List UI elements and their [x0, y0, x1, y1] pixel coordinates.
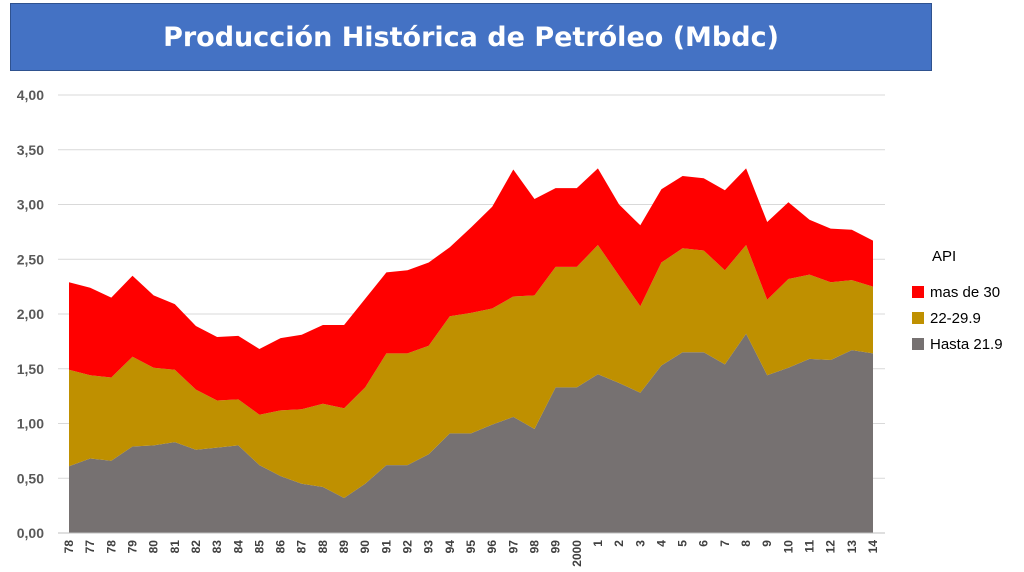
- y-tick-label: 4,00: [17, 87, 44, 103]
- x-tick-label: 99: [549, 540, 563, 554]
- x-tick-label: 12: [824, 540, 838, 554]
- x-tick-label: 4: [654, 540, 668, 547]
- x-tick-label: 80: [147, 540, 161, 554]
- y-tick-label: 2,00: [17, 306, 44, 322]
- legend-swatch: [912, 312, 924, 324]
- legend-swatch: [912, 338, 924, 350]
- x-tick-label: 98: [527, 540, 541, 554]
- x-tick-label: 2000: [570, 540, 584, 567]
- x-tick-label: 79: [125, 540, 139, 554]
- x-tick-label: 97: [506, 540, 520, 554]
- y-axis-ticks: 0,00 0,50 1,00 1,50 2,00 2,50 3,00 3,50 4,00: [17, 87, 44, 541]
- legend-label: mas de 30: [930, 283, 1001, 301]
- x-tick-label: 96: [485, 540, 499, 554]
- x-tick-label: 78: [62, 540, 76, 554]
- x-tick-label: 91: [379, 540, 393, 554]
- legend-label: Hasta 21.9: [930, 335, 1003, 353]
- y-tick-label: 1,50: [17, 361, 44, 377]
- x-tick-label: 85: [252, 540, 266, 554]
- legend: API mas de 30 22-29.9 Hasta 21.9: [912, 248, 1003, 357]
- x-axis-ticks: 78 77 78 79 80 81 82 83 84 85 86 87 88 89 90 91 92 93 94 95…: [62, 540, 880, 567]
- x-tick-label: 10: [781, 540, 795, 554]
- x-tick-label: 84: [231, 540, 245, 554]
- y-tick-label: 1,00: [17, 416, 44, 432]
- legend-title: API: [932, 248, 957, 265]
- y-tick-label: 3,00: [17, 197, 44, 213]
- x-tick-label: 5: [676, 540, 690, 547]
- y-tick-label: 2,50: [17, 251, 44, 267]
- x-tick-label: 78: [104, 540, 118, 554]
- area-series-hasta-21-9: [69, 333, 873, 533]
- y-tick-label: 0,00: [17, 525, 44, 541]
- y-tick-label: 0,50: [17, 470, 44, 486]
- x-tick-label: 94: [443, 540, 457, 554]
- legend-item-22-29-9: 22-29.9: [912, 305, 1003, 331]
- y-tick-label: 3,50: [17, 142, 44, 158]
- x-tick-label: 6: [697, 540, 711, 547]
- x-tick-label: 95: [464, 540, 478, 554]
- x-tick-label: 1: [591, 540, 605, 547]
- legend-label: 22-29.9: [930, 309, 981, 327]
- x-tick-label: 2: [612, 540, 626, 547]
- x-tick-label: 14: [866, 540, 880, 554]
- legend-item-mas-de-30: mas de 30: [912, 279, 1003, 305]
- x-tick-label: 77: [83, 540, 97, 554]
- x-tick-label: 3: [633, 540, 647, 547]
- x-tick-label: 93: [422, 540, 436, 554]
- x-tick-label: 11: [803, 540, 817, 553]
- chart-title: Producción Histórica de Petróleo (Mbdc): [163, 21, 779, 53]
- x-tick-label: 90: [358, 540, 372, 554]
- legend-item-hasta-21-9: Hasta 21.9: [912, 331, 1003, 357]
- x-tick-label: 9: [760, 540, 774, 547]
- chart-title-banner: Producción Histórica de Petróleo (Mbdc): [10, 3, 932, 71]
- area-series-mas-de-30: [69, 168, 873, 415]
- x-tick-label: 81: [168, 540, 182, 554]
- x-tick-label: 8: [739, 540, 753, 547]
- x-tick-label: 87: [295, 540, 309, 554]
- x-tick-label: 86: [274, 540, 288, 554]
- x-tick-label: 89: [337, 540, 351, 554]
- x-tick-label: 83: [210, 540, 224, 554]
- area-series-22-29-9: [69, 245, 873, 498]
- x-tick-label: 13: [845, 540, 859, 554]
- legend-swatch: [912, 286, 924, 298]
- area-series: [69, 168, 873, 533]
- x-tick-label: 7: [718, 540, 732, 547]
- x-tick-label: 92: [401, 540, 415, 554]
- x-tick-label: 82: [189, 540, 203, 554]
- x-tick-label: 88: [316, 540, 330, 554]
